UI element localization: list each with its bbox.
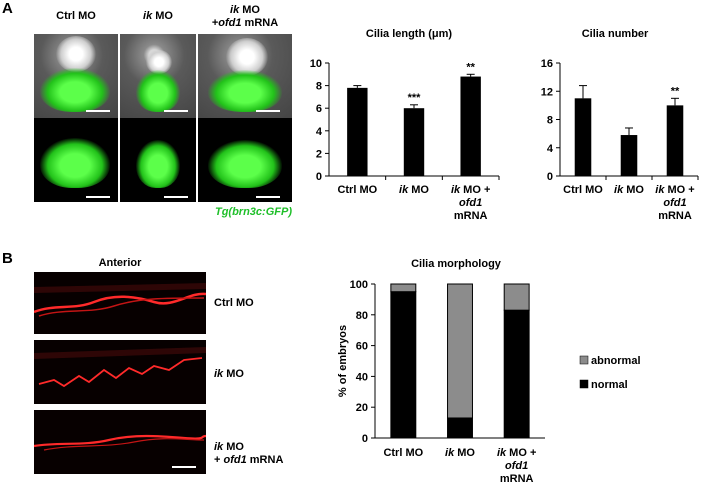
morph-category-label: ofd1 xyxy=(505,460,528,472)
scale-bar xyxy=(164,110,188,112)
length-category-label: ik MO xyxy=(399,184,429,196)
number-category-label: ik MO xyxy=(614,184,644,196)
chart-morphology-title: Cilia morphology xyxy=(411,258,501,270)
length-y-tick-label: 2 xyxy=(316,148,322,160)
scale-bar xyxy=(256,196,280,198)
number-y-tick-label: 16 xyxy=(541,58,553,70)
morph-y-tick-label: 40 xyxy=(356,371,368,383)
morph-bar-normal xyxy=(390,291,417,439)
number-bar xyxy=(574,98,592,176)
micro-title-anterior: Anterior xyxy=(98,257,142,269)
scale-bar xyxy=(172,466,196,468)
cilia-stain-ctrl xyxy=(34,272,206,334)
micrograph-ik-merged xyxy=(120,34,196,118)
panel-a-letter: A xyxy=(2,0,13,17)
length-y-tick-label: 8 xyxy=(316,81,322,93)
number-category-label: Ctrl MO xyxy=(563,184,603,196)
morph-y-tick-label: 20 xyxy=(356,402,368,414)
chart-number-title: Cilia number xyxy=(581,28,649,40)
length-bar xyxy=(347,87,368,176)
panel-b-letter: B xyxy=(2,250,13,267)
column-label-ik: ik MO xyxy=(143,10,173,22)
chart-length-title: Cilia length (μm) xyxy=(365,28,453,40)
morph-category-label: Ctrl MO xyxy=(383,447,423,459)
number-category-label: ofd1 xyxy=(663,197,686,209)
number-y-tick-label: 12 xyxy=(541,86,553,98)
row-label-ik-ofd1: ik MO + ofd1 mRNA xyxy=(214,441,284,466)
reporter-label: Tg(brn3c:GFP) xyxy=(214,206,292,218)
column-label-ctrl: Ctrl MO xyxy=(56,10,96,22)
length-bar xyxy=(403,108,425,176)
morph-y-tick-label: 80 xyxy=(356,310,368,322)
micrograph-ctrl-gfp xyxy=(34,118,118,202)
morph-y-axis-label: % of embryos xyxy=(337,325,349,397)
morph-legend-swatch xyxy=(579,379,589,389)
number-category-label: mRNA xyxy=(658,210,692,222)
number-bar xyxy=(666,105,684,176)
scale-bar xyxy=(164,196,188,198)
micrograph-ctrl-merged xyxy=(34,34,118,118)
morph-category-label: ik MO xyxy=(445,447,475,459)
length-category-label: ik MO + xyxy=(451,184,490,196)
number-category-label: ik MO + xyxy=(655,184,694,196)
row-label-ik: ik MO xyxy=(214,368,244,380)
morph-legend-label: normal xyxy=(591,379,628,391)
length-bar xyxy=(460,76,481,176)
length-significance-label: *** xyxy=(408,92,422,104)
number-y-tick-label: 4 xyxy=(547,143,554,155)
scale-bar xyxy=(256,110,280,112)
column-label-ik-ofd1: ik MO +ofd1 mRNA xyxy=(211,4,279,29)
micrograph-ik-gfp xyxy=(120,118,196,202)
scale-bar xyxy=(86,196,110,198)
number-y-tick-label: 8 xyxy=(547,115,553,127)
length-y-tick-label: 10 xyxy=(310,58,322,70)
micrograph-ik-ofd1-merged xyxy=(198,34,292,118)
cilia-stain-ik xyxy=(34,340,206,404)
morph-y-tick-label: 60 xyxy=(356,341,368,353)
morph-legend-label: abnormal xyxy=(591,355,641,367)
morph-y-tick-label: 0 xyxy=(362,433,368,445)
morph-category-label: ik MO + xyxy=(497,447,536,459)
morph-legend-swatch xyxy=(579,355,589,365)
length-y-tick-label: 6 xyxy=(316,103,322,115)
row-label-ctrl: Ctrl MO xyxy=(214,297,254,309)
morph-bar-normal xyxy=(447,417,473,439)
morph-category-label: mRNA xyxy=(500,473,534,485)
morph-bar-abnormal xyxy=(503,283,530,311)
number-y-tick-label: 0 xyxy=(547,171,553,183)
cilia-stain-ik-ofd1 xyxy=(34,410,206,474)
morph-y-tick-label: 100 xyxy=(350,279,368,291)
chart-cilia-morphology: 0 20 40 60 80 100 % of embryos Ctrl MO ik MO ik M… xyxy=(337,279,641,485)
length-y-tick-label: 0 xyxy=(316,171,322,183)
morph-bar-normal xyxy=(503,309,530,439)
morph-bar-abnormal xyxy=(447,283,473,419)
length-category-label: ofd1 xyxy=(459,197,482,209)
length-category-label: mRNA xyxy=(454,210,488,222)
length-y-tick-label: 4 xyxy=(316,126,323,138)
scale-bar xyxy=(86,110,110,112)
number-bar xyxy=(620,135,638,176)
number-significance-label: ** xyxy=(671,85,680,97)
length-significance-label: ** xyxy=(466,61,475,73)
morph-bar-abnormal xyxy=(390,283,417,293)
length-category-label: Ctrl MO xyxy=(337,184,377,196)
micrograph-ik-ofd1-gfp xyxy=(198,118,292,202)
